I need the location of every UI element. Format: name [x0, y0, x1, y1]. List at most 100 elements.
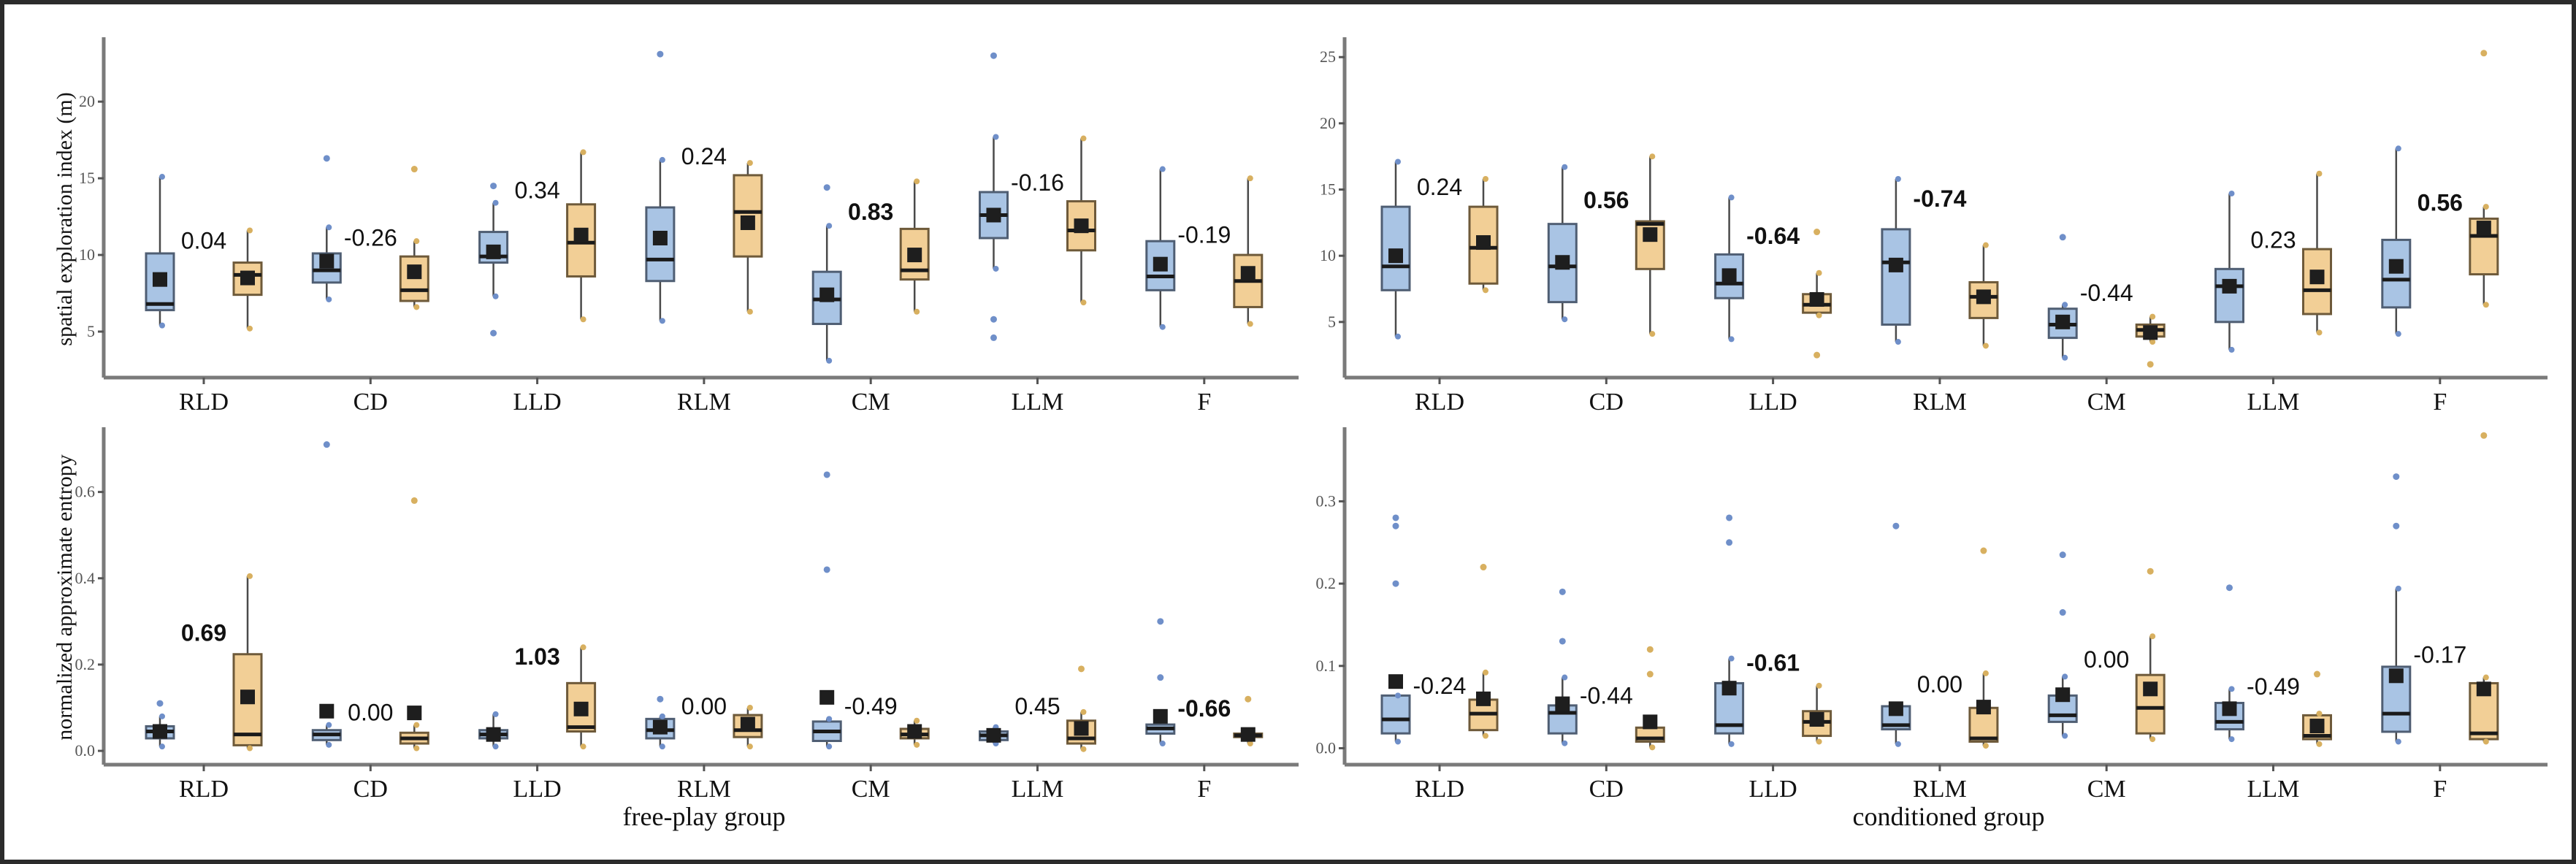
data-point	[580, 644, 586, 651]
x-tick-label-cm: CM	[2087, 776, 2126, 803]
data-point	[1395, 158, 1401, 165]
mean-marker	[1643, 227, 1658, 242]
outlier-point	[1157, 674, 1164, 681]
mean-marker	[319, 253, 335, 269]
box-blue-lld	[1714, 194, 1745, 343]
data-point	[1080, 299, 1087, 306]
outlier-point	[1813, 229, 1821, 236]
data-point	[1483, 733, 1488, 739]
box-body	[2214, 267, 2244, 324]
effect-size-label: -0.49	[844, 693, 898, 719]
x-tick-label-cd: CD	[1589, 776, 1624, 803]
data-point	[247, 573, 253, 579]
data-point	[492, 199, 499, 206]
mean-marker	[740, 215, 755, 230]
mean-marker	[1721, 268, 1737, 283]
effect-size-label: 0.45	[1014, 693, 1060, 719]
y-tick-label: 0.1	[1316, 657, 1337, 675]
mean-marker	[2388, 668, 2404, 684]
effect-size-label: 0.00	[348, 700, 393, 726]
effect-size-label: 0.34	[514, 177, 559, 203]
box-blue-cm	[2047, 234, 2078, 361]
mean-marker	[907, 248, 922, 263]
effect-size-label: -0.16	[1011, 169, 1064, 196]
mean-marker	[2309, 269, 2325, 285]
effect-size-label: -0.66	[1177, 695, 1231, 722]
box-blue-rld	[145, 174, 175, 329]
x-tick-label-llm: LLM	[1012, 776, 1064, 803]
box-blue-cm	[2047, 551, 2078, 739]
x-tick-label-cd: CD	[353, 776, 388, 803]
data-point	[2149, 736, 2156, 743]
box-body	[232, 261, 263, 297]
box-blue-cd	[1547, 164, 1578, 323]
data-point	[659, 743, 665, 750]
data-point	[1895, 339, 1901, 345]
x-tick-label-cm: CM	[2087, 389, 2126, 416]
effect-size-label: 0.00	[2084, 646, 2129, 673]
effect-size-label: -0.64	[1746, 223, 1800, 249]
y-tick-label: 20	[79, 92, 95, 110]
effect-size-label: 0.00	[1917, 671, 1962, 697]
data-point	[2316, 711, 2323, 717]
data-point	[326, 741, 332, 748]
outlier-point	[2226, 584, 2233, 592]
group-label-free-play: free-play group	[623, 802, 786, 831]
mean-marker	[907, 724, 922, 739]
outlier-point	[1078, 665, 1085, 673]
mean-marker	[2055, 314, 2071, 329]
mean-marker	[1976, 289, 1991, 305]
effect-size-label: -0.44	[1580, 683, 1633, 709]
data-point	[1728, 655, 1735, 662]
data-point	[659, 318, 665, 324]
data-point	[580, 149, 586, 156]
data-point	[1649, 744, 1656, 751]
box-blue-cd	[311, 441, 342, 748]
box-blue-cm	[811, 184, 842, 364]
box-orange-rld	[1468, 564, 1499, 739]
box-blue-llm	[2214, 584, 2244, 743]
mean-marker	[2143, 681, 2158, 697]
mean-marker	[986, 727, 1001, 743]
outlier-point	[1392, 580, 1399, 587]
box-body	[1380, 694, 1411, 735]
data-point	[1562, 164, 1568, 170]
data-point	[580, 743, 586, 750]
effect-size-label: 0.56	[2418, 190, 2463, 216]
data-point	[826, 357, 833, 364]
box-orange-cm	[899, 178, 930, 315]
outlier-point	[1726, 539, 1733, 546]
box-orange-f	[2469, 50, 2499, 308]
data-point	[2395, 738, 2401, 745]
box-body	[2135, 673, 2166, 735]
data-point	[159, 322, 165, 329]
data-point	[1982, 343, 1989, 349]
y-tick-label: 0.3	[1316, 492, 1337, 510]
x-tick-label-rlm: RLM	[1913, 776, 1967, 803]
data-point	[2316, 741, 2323, 747]
data-point	[2228, 736, 2235, 743]
data-point	[247, 745, 253, 752]
mean-marker	[819, 287, 835, 302]
box-body	[1881, 228, 1911, 326]
data-point	[2228, 686, 2235, 692]
outlier-point	[1646, 670, 1654, 678]
y-tick-label: 0.0	[75, 741, 96, 760]
mean-marker	[1976, 700, 1991, 715]
mean-marker	[2055, 687, 2071, 703]
x-tick-label-rld: RLD	[179, 776, 229, 803]
data-point	[1895, 741, 1901, 747]
box-blue-cm	[811, 471, 842, 750]
x-tick-label-lld: LLD	[513, 776, 562, 803]
data-point	[746, 160, 753, 167]
data-point	[1159, 741, 1166, 747]
box-orange-cd	[399, 497, 429, 752]
box-blue-llm	[2214, 190, 2244, 353]
box-blue-f	[1145, 166, 1176, 330]
outlier-point	[990, 316, 997, 323]
data-point	[2149, 633, 2156, 640]
mean-marker	[819, 689, 835, 705]
mean-marker	[153, 272, 167, 287]
data-point	[247, 227, 253, 234]
box-blue-rld	[1380, 514, 1411, 745]
